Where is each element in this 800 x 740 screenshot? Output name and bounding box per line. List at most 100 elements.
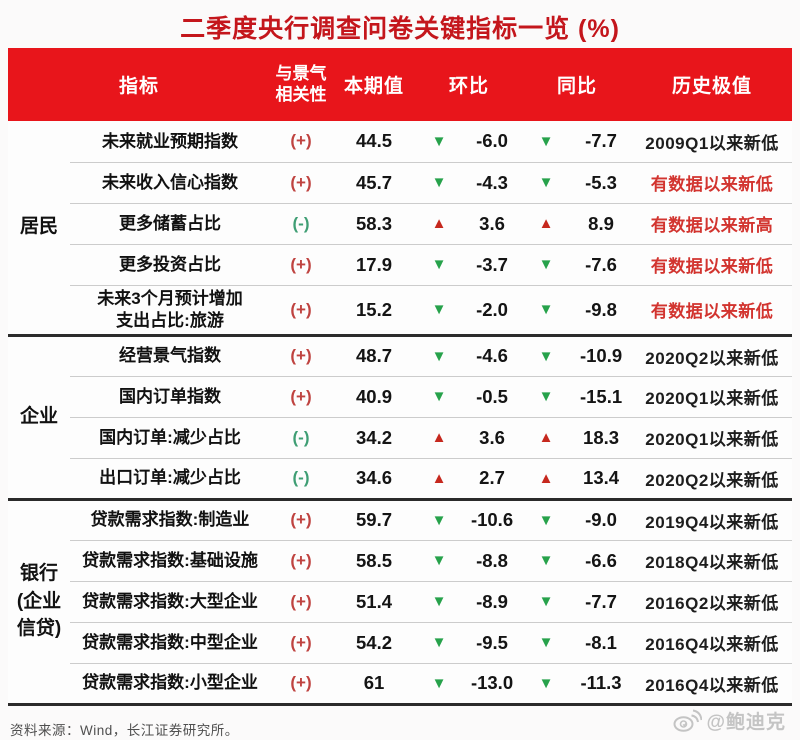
historical-extreme: 2018Q4以来新低: [632, 539, 793, 581]
historical-extreme: 2016Q2以来新低: [632, 580, 793, 622]
correlation-sign: (+): [270, 662, 333, 704]
page-title: 二季度央行调查问卷关键指标一览 (%): [180, 15, 620, 43]
current-value: 54.2: [332, 621, 417, 663]
table-row: 贷款需求指数:基础设施 (+) 58.5 ▼ -8.8 ▼ -6.6 2018Q…: [8, 539, 793, 581]
mom-trend-icon: ▲: [416, 202, 463, 244]
indicator-table: 指标 与景气 相关性 本期值 环比 同比 历史极值 居民 未来就业预期指数 (+…: [8, 48, 793, 706]
table-row: 出口订单:减少占比 (-) 34.6 ▲ 2.7 ▲ 13.4 2020Q2以来…: [8, 457, 793, 499]
table-row: 更多投资占比 (+) 17.9 ▼ -3.7 ▼ -7.6 有数据以来新低: [8, 243, 793, 285]
correlation-sign: (-): [270, 457, 333, 499]
table-row: 贷款需求指数:中型企业 (+) 54.2 ▼ -9.5 ▼ -8.1 2016Q…: [8, 621, 793, 663]
table-row: 居民 未来就业预期指数 (+) 44.5 ▼ -6.0 ▼ -7.7 2009Q…: [8, 121, 792, 237]
yoy-value: -11.3: [570, 662, 633, 704]
mom-value: -4.3: [462, 161, 523, 203]
table-row: 贷款需求指数:小型企业 (+) 61 ▼ -13.0 ▼ -11.3 2016Q…: [8, 662, 793, 704]
yoy-trend-icon: ▼: [522, 375, 571, 417]
mom-value: -8.9: [462, 580, 523, 622]
col-header-indicator: 指标: [119, 76, 160, 97]
current-value: 40.9: [332, 375, 417, 417]
yoy-trend-icon: ▼: [522, 539, 571, 581]
col-header-yoy: 同比: [557, 76, 598, 97]
historical-extreme: 2020Q2以来新低: [632, 457, 793, 499]
yoy-trend-icon: ▼: [538, 132, 554, 150]
correlation-sign: (+): [270, 621, 333, 663]
current-value: 61: [332, 662, 417, 704]
col-header-correlation: 与景气 相关性: [275, 64, 327, 104]
mom-value: 3.6: [462, 416, 523, 458]
indicator-name: 经营景气指数: [70, 333, 271, 376]
yoy-value: 13.4: [570, 457, 633, 499]
table-row: 更多储蓄占比 (-) 58.3 ▲ 3.6 ▲ 8.9 有数据以来新高: [8, 202, 793, 244]
mom-trend-icon: ▼: [416, 662, 463, 704]
mom-trend-icon: ▲: [416, 416, 463, 458]
indicator-name: 贷款需求指数:基础设施: [70, 539, 271, 581]
yoy-trend-icon: ▲: [522, 416, 571, 458]
group-label-enterprises: 企业: [8, 333, 70, 499]
watermark: @鲍迪克: [672, 707, 786, 734]
mom-value: 2.7: [462, 457, 523, 499]
correlation-sign: (-): [270, 202, 333, 244]
header-row: 指标 与景气 相关性 本期值 环比 同比 历史极值: [8, 48, 793, 121]
indicator-name: 贷款需求指数:中型企业: [70, 621, 271, 663]
mom-value: -10.6: [462, 497, 523, 540]
indicator-name: 未来3个月预计增加 支出占比:旅游: [70, 284, 271, 335]
yoy-trend-icon: ▼: [522, 333, 571, 376]
table-row: 银行 (企业 信贷) 贷款需求指数:制造业 (+) 59.7 ▼ -10.6 ▼…: [8, 497, 793, 704]
historical-extreme: 2016Q4以来新低: [632, 621, 793, 663]
source-note: 资料来源：Wind，长江证券研究所。: [10, 722, 239, 738]
correlation-sign: (+): [270, 539, 333, 581]
historical-extreme: 2019Q4以来新低: [632, 497, 793, 540]
indicator-name: 未来收入信心指数: [70, 161, 271, 203]
correlation-sign: (+): [270, 497, 333, 540]
yoy-trend-icon: ▲: [522, 202, 571, 244]
mom-value: -13.0: [462, 662, 523, 704]
indicator-name: 出口订单:减少占比: [70, 457, 271, 499]
mom-trend-icon: ▲: [416, 457, 463, 499]
group-label-residents: 居民: [19, 216, 58, 238]
current-value: 34.2: [332, 416, 417, 458]
yoy-trend-icon: ▼: [522, 161, 571, 203]
yoy-value: -10.9: [570, 333, 633, 376]
yoy-value: -7.6: [570, 243, 633, 285]
correlation-sign: (+): [270, 161, 333, 203]
yoy-value: 8.9: [570, 202, 633, 244]
yoy-trend-icon: ▲: [522, 457, 571, 499]
current-value: 34.6: [332, 457, 417, 499]
historical-extreme: 2020Q2以来新低: [632, 333, 793, 376]
historical-extreme: 有数据以来新低: [632, 284, 793, 335]
correlation-sign: (-): [270, 416, 333, 458]
weibo-icon: [672, 708, 703, 733]
table-row: 未来3个月预计增加 支出占比:旅游 (+) 15.2 ▼ -2.0 ▼ -9.8…: [8, 284, 793, 335]
historical-extreme: 2020Q1以来新低: [632, 375, 793, 417]
mom-value: -4.6: [462, 333, 523, 376]
current-value: 48.7: [332, 333, 417, 376]
correlation-sign: (+): [270, 243, 333, 285]
mom-value: -2.0: [462, 284, 523, 335]
indicator-name: 未来就业预期指数: [102, 131, 238, 151]
indicator-name: 更多储蓄占比: [70, 202, 271, 244]
yoy-trend-icon: ▼: [522, 243, 571, 285]
yoy-value: -7.7: [585, 130, 617, 152]
mom-trend-icon: ▼: [431, 132, 447, 150]
yoy-value: 18.3: [570, 416, 633, 458]
current-value: 45.7: [332, 161, 417, 203]
yoy-trend-icon: ▼: [522, 662, 571, 704]
col-header-mom: 环比: [449, 76, 490, 97]
mom-trend-icon: ▼: [416, 580, 463, 622]
yoy-value: -6.6: [570, 539, 633, 581]
current-value: 51.4: [332, 580, 417, 622]
yoy-trend-icon: ▼: [522, 580, 571, 622]
mom-value: -8.8: [462, 539, 523, 581]
mom-trend-icon: ▼: [416, 539, 463, 581]
indicator-name: 贷款需求指数:大型企业: [70, 580, 271, 622]
yoy-value: -7.7: [570, 580, 633, 622]
current-value: 44.5: [356, 130, 393, 152]
correlation-sign: (+): [270, 580, 333, 622]
yoy-value: -5.3: [570, 161, 633, 203]
historical-extreme: 2016Q4以来新低: [632, 662, 793, 704]
col-header-current-value: 本期值: [344, 76, 405, 97]
yoy-value: -9.8: [570, 284, 633, 335]
mom-trend-icon: ▼: [416, 161, 463, 203]
indicator-name: 国内订单指数: [70, 375, 271, 417]
yoy-value: -8.1: [570, 621, 633, 663]
